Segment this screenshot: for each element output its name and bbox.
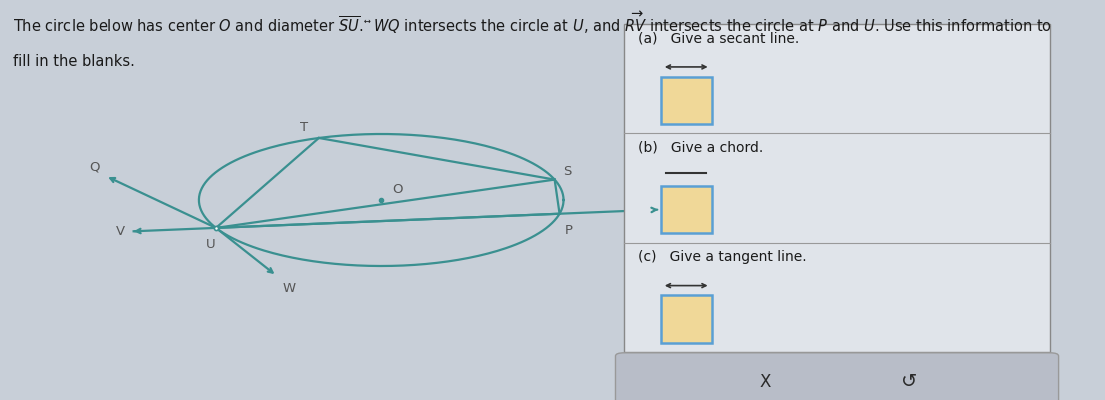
Text: (c)   Give a tangent line.: (c) Give a tangent line.: [638, 250, 807, 264]
Text: U: U: [206, 238, 215, 251]
Text: P: P: [565, 224, 573, 237]
Text: T: T: [299, 121, 308, 134]
FancyBboxPatch shape: [624, 24, 1050, 352]
Text: R: R: [667, 203, 676, 216]
Text: (b)   Give a chord.: (b) Give a chord.: [638, 140, 762, 154]
Text: The circle below has center $O$ and diameter $\overline{SU}$. $\overleftrightarr: The circle below has center $O$ and diam…: [13, 10, 1052, 36]
Text: V: V: [116, 225, 125, 238]
Text: W: W: [282, 282, 295, 295]
Text: S: S: [564, 165, 572, 178]
FancyBboxPatch shape: [615, 353, 1059, 400]
Text: X: X: [759, 373, 770, 391]
Text: Q: Q: [90, 161, 99, 174]
FancyBboxPatch shape: [661, 76, 712, 124]
Text: O: O: [392, 183, 403, 196]
FancyBboxPatch shape: [661, 295, 712, 343]
Text: fill in the blanks.: fill in the blanks.: [13, 54, 135, 69]
FancyBboxPatch shape: [661, 186, 712, 234]
Text: ↺: ↺: [902, 372, 917, 392]
Text: (a)   Give a secant line.: (a) Give a secant line.: [638, 31, 799, 45]
